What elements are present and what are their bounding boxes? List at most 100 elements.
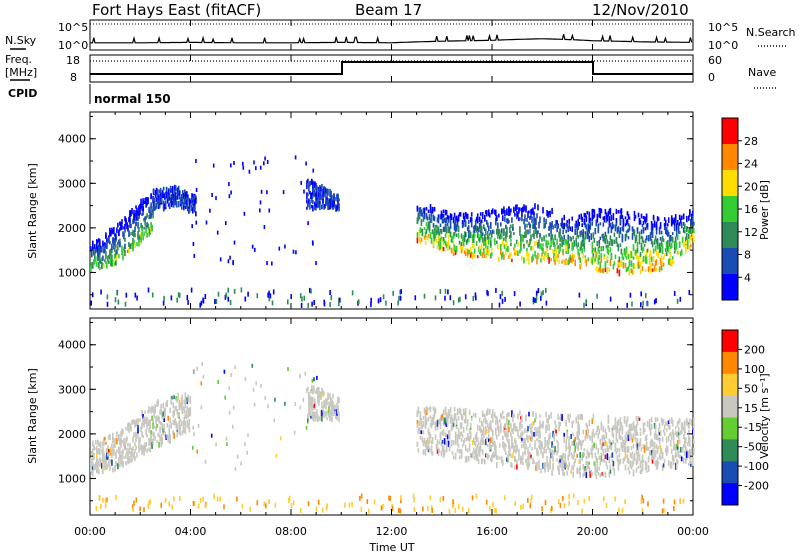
velocity-point <box>432 406 435 411</box>
power-point <box>160 192 163 198</box>
power-point <box>141 212 143 217</box>
power-point <box>192 195 194 201</box>
velocity-point <box>94 464 96 471</box>
velocity-point <box>525 458 527 464</box>
power-point <box>623 250 626 256</box>
power-point <box>517 240 519 247</box>
power-point <box>178 190 181 196</box>
velocity-point <box>665 428 668 432</box>
power-ground-point <box>303 295 306 301</box>
power-point <box>651 268 654 272</box>
velocity-point <box>536 461 538 467</box>
power-point <box>607 227 610 234</box>
velocity-colorbar-swatch <box>722 461 738 484</box>
velocity-point <box>638 454 641 462</box>
power-point <box>691 223 693 228</box>
velocity-point <box>505 451 507 456</box>
velocity-point <box>605 460 608 466</box>
power-point <box>590 256 593 263</box>
velocity-point <box>627 466 630 471</box>
velocity-point <box>336 414 338 421</box>
velocity-point <box>322 391 324 397</box>
power-point <box>93 247 95 254</box>
velocity-point <box>469 452 472 458</box>
power-point <box>589 217 592 222</box>
power-point <box>547 211 549 218</box>
power-point <box>338 207 340 212</box>
velocity-point <box>121 432 123 437</box>
velocity-point <box>559 416 561 421</box>
velocity-point <box>321 401 323 409</box>
power-point <box>123 232 125 240</box>
velocity-point <box>145 416 147 420</box>
power-point <box>658 228 661 235</box>
power-point <box>510 238 512 242</box>
power-point <box>150 222 152 226</box>
power-isolated-point <box>284 244 286 249</box>
velocity-point <box>115 455 117 459</box>
velocity-point <box>104 461 106 467</box>
power-point <box>591 215 594 221</box>
power-point <box>425 213 428 218</box>
velocity-point <box>163 415 165 420</box>
power-point <box>179 202 182 207</box>
velocity-point <box>677 420 680 425</box>
power-point <box>445 226 448 233</box>
velocity-point <box>576 445 578 449</box>
power-point <box>509 226 511 234</box>
power-point <box>104 242 106 246</box>
power-point <box>449 218 452 224</box>
velocity-point <box>500 426 502 434</box>
velocity-point <box>318 401 320 407</box>
power-point <box>580 244 582 250</box>
velocity-ground-point <box>132 506 134 512</box>
power-point <box>455 216 458 221</box>
power-ground-point <box>498 302 501 308</box>
velocity-point <box>439 417 442 425</box>
velocity-isolated-point <box>226 442 228 447</box>
power-point <box>484 215 486 221</box>
velocity-ground-point <box>461 506 464 512</box>
velocity-point <box>568 450 570 457</box>
power-point <box>600 246 603 251</box>
power-point <box>691 213 693 221</box>
power-point <box>449 223 452 229</box>
power-point <box>423 212 426 220</box>
power-point <box>492 229 494 234</box>
power-point <box>425 207 428 211</box>
velocity-point <box>480 429 483 433</box>
velocity-point <box>326 399 328 406</box>
power-point <box>565 223 567 227</box>
velocity-point <box>553 434 555 442</box>
velocity-point <box>521 418 523 422</box>
velocity-point <box>639 432 642 437</box>
velocity-point <box>166 423 168 428</box>
power-ground-point <box>178 292 181 298</box>
power-point <box>488 225 490 232</box>
velocity-point <box>480 420 483 427</box>
power-point <box>133 231 135 238</box>
power-point <box>146 222 148 227</box>
velocity-point <box>535 462 537 467</box>
power-ground-point <box>655 298 657 304</box>
velocity-point <box>456 437 459 444</box>
velocity-ground-point <box>288 498 290 504</box>
velocity-point <box>335 413 337 417</box>
velocity-isolated-point <box>217 380 219 384</box>
power-point <box>331 194 333 202</box>
power-point <box>606 244 609 249</box>
power-point <box>581 248 583 254</box>
power-point <box>163 193 166 200</box>
velocity-point <box>169 417 171 424</box>
velocity-point <box>480 434 483 439</box>
velocity-point <box>582 473 584 478</box>
power-point <box>332 205 334 210</box>
power-point <box>546 210 548 217</box>
power-point <box>538 221 540 229</box>
velocity-point <box>516 444 518 448</box>
velocity-point <box>320 410 322 417</box>
power-point <box>624 250 627 258</box>
velocity-point <box>96 445 98 451</box>
power-point <box>102 240 104 248</box>
power-point <box>667 245 670 253</box>
